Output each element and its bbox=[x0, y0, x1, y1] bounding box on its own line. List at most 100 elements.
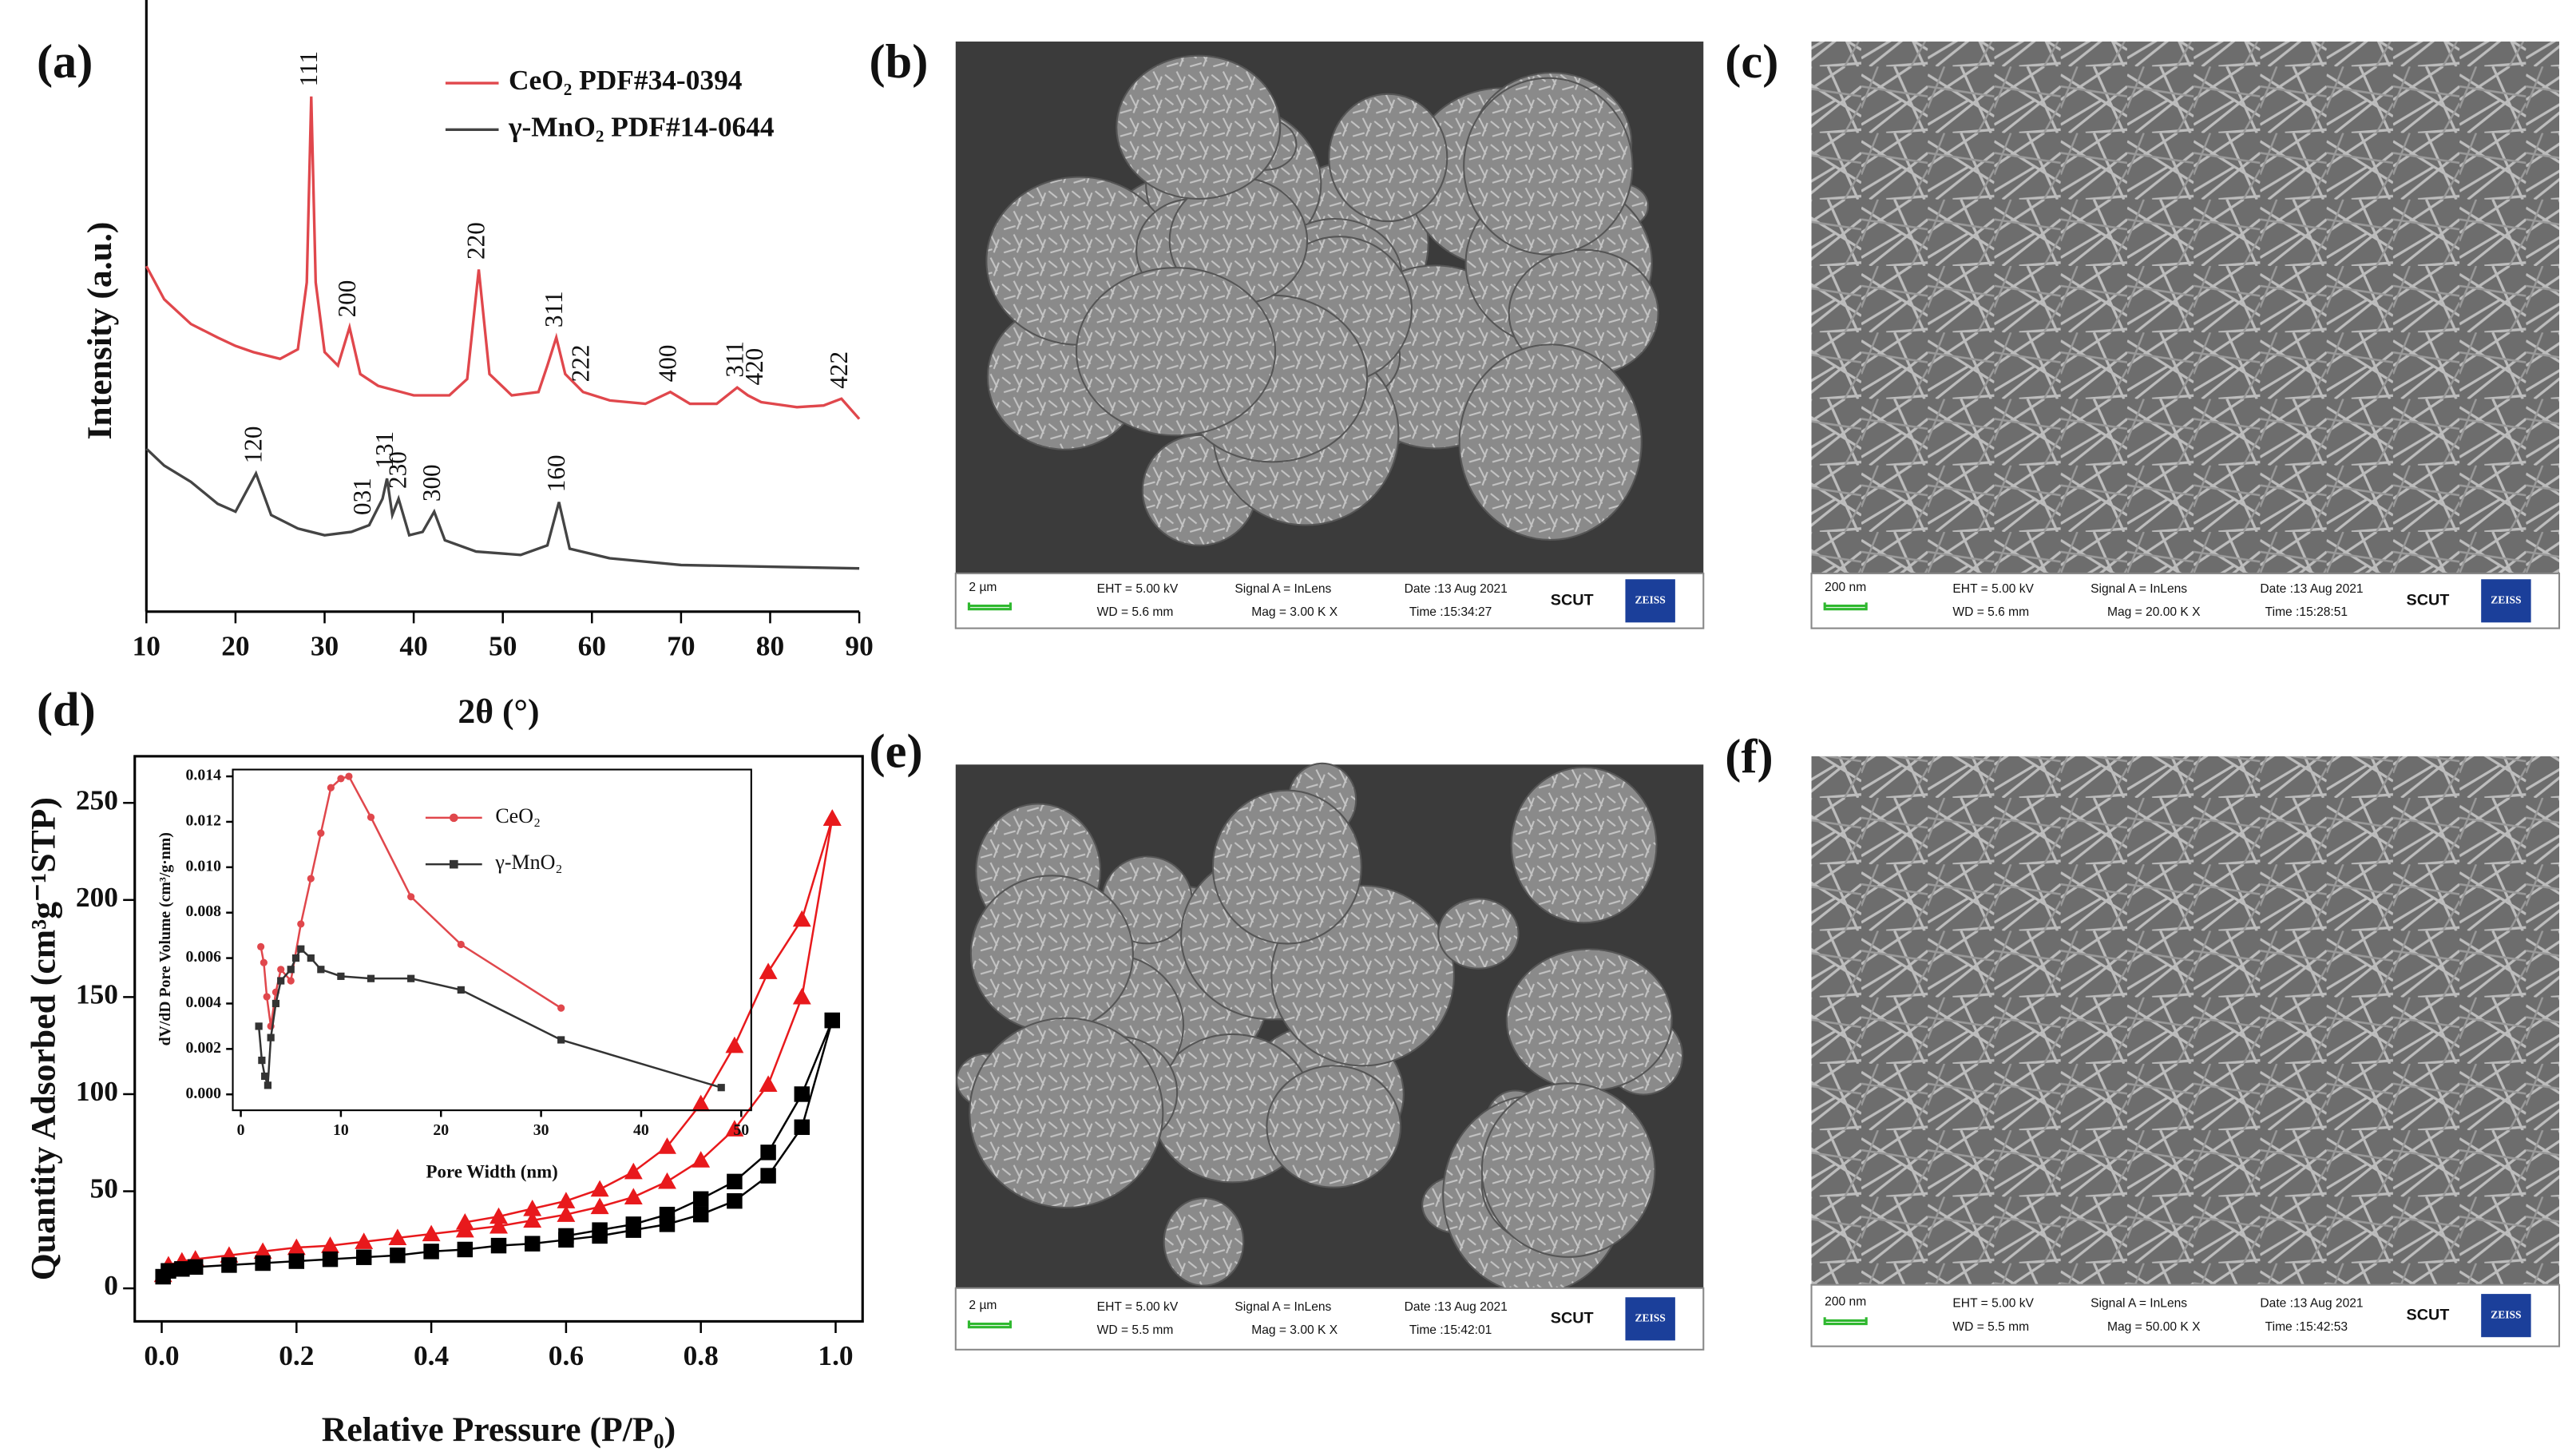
info-mag: Mag = 20.00 K X bbox=[2107, 605, 2201, 619]
scale-text: 200 nm bbox=[1825, 1295, 1866, 1309]
marker bbox=[692, 1206, 709, 1223]
info-bar bbox=[954, 572, 1705, 629]
info-eht: EHT = 5.00 kV bbox=[1952, 1297, 2034, 1311]
marker bbox=[388, 1228, 407, 1246]
peak-label: 422 bbox=[825, 351, 853, 389]
info-wd: WD = 5.5 mm bbox=[1097, 1323, 1174, 1337]
panel-label: (d) bbox=[37, 684, 96, 737]
peak-label: 420 bbox=[740, 348, 768, 386]
series-line bbox=[145, 96, 861, 420]
marker bbox=[297, 945, 305, 953]
marker bbox=[257, 942, 265, 950]
info-signal: Signal A = InLens bbox=[1234, 1300, 1331, 1314]
marker bbox=[264, 1081, 272, 1089]
marker bbox=[624, 1162, 643, 1180]
info-date: Date :13 Aug 2021 bbox=[1405, 582, 1508, 596]
logo-box bbox=[1625, 1297, 1675, 1341]
info-date: Date :13 Aug 2021 bbox=[1405, 1300, 1508, 1314]
marker bbox=[255, 1255, 271, 1272]
info-wd: WD = 5.5 mm bbox=[1952, 1320, 2029, 1334]
legend-label: γ-MnO₂ bbox=[494, 851, 562, 874]
logo-box bbox=[2481, 579, 2531, 623]
logo-text: ZEISS bbox=[2491, 593, 2521, 605]
peak-label: 131 bbox=[371, 431, 398, 469]
peak-label: 222 bbox=[566, 345, 594, 383]
info-time: Time :15:34:27 bbox=[1409, 605, 1492, 619]
marker bbox=[307, 954, 315, 962]
marker bbox=[307, 875, 315, 883]
y-tick-label: 0.012 bbox=[186, 811, 222, 829]
marker bbox=[725, 1120, 744, 1137]
particle bbox=[969, 1017, 1164, 1209]
marker bbox=[422, 1224, 441, 1242]
x-tick-label: 50 bbox=[489, 629, 517, 661]
marker bbox=[759, 962, 778, 979]
scale-bar bbox=[967, 602, 1013, 611]
panel-label: (e) bbox=[870, 725, 923, 779]
series-line bbox=[257, 947, 722, 1089]
logo-text: ZEISS bbox=[2491, 1308, 2521, 1320]
marker bbox=[792, 910, 811, 927]
marker bbox=[625, 1216, 642, 1232]
marker bbox=[557, 1192, 576, 1208]
info-wd: WD = 5.6 mm bbox=[1952, 605, 2029, 619]
x-tick-label: 0.4 bbox=[414, 1339, 450, 1371]
y-tick-label: 100 bbox=[76, 1075, 118, 1107]
peak-label: 311 bbox=[540, 291, 568, 327]
marker bbox=[760, 1168, 776, 1184]
scale-bar bbox=[967, 1320, 1013, 1329]
marker bbox=[174, 1261, 190, 1277]
y-tick-label: 0.010 bbox=[186, 857, 222, 875]
y-tick-label: 0.008 bbox=[186, 903, 222, 920]
marker bbox=[288, 1253, 305, 1269]
marker bbox=[327, 784, 335, 791]
sem-background bbox=[1811, 756, 2560, 1285]
info-bar bbox=[954, 1287, 1705, 1351]
x-axis-label: Relative Pressure (P/P₀) bbox=[322, 1410, 676, 1449]
x-tick-label: 30 bbox=[533, 1121, 549, 1139]
panel-label: (f) bbox=[1725, 730, 1773, 784]
marker bbox=[557, 1205, 576, 1222]
marker bbox=[221, 1257, 237, 1273]
marker bbox=[267, 1033, 275, 1041]
x-tick-label: 30 bbox=[311, 629, 339, 661]
x-tick-label: 80 bbox=[756, 629, 784, 661]
marker bbox=[489, 1207, 508, 1224]
x-tick-label: 50 bbox=[733, 1121, 749, 1139]
marker bbox=[355, 1249, 372, 1265]
marker bbox=[287, 966, 295, 974]
info-eht: EHT = 5.00 kV bbox=[1097, 1300, 1179, 1314]
x-tick-label: 0 bbox=[237, 1121, 245, 1139]
x-tick-label: 0.2 bbox=[279, 1339, 314, 1371]
info-signal: Signal A = InLens bbox=[1234, 582, 1331, 596]
sem-image: 2 µm EHT = 5.00 kV WD = 5.5 mm Signal A = I… bbox=[954, 762, 1705, 1351]
peak-label: 300 bbox=[418, 464, 446, 502]
marker bbox=[692, 1094, 711, 1112]
particle bbox=[1328, 93, 1449, 223]
marker bbox=[490, 1237, 507, 1254]
marker bbox=[187, 1259, 204, 1275]
logo-box bbox=[2481, 1294, 2531, 1338]
marker bbox=[317, 829, 325, 837]
y-axis-label: dV/dD Pore Volume (cm³/g·nm) bbox=[157, 832, 174, 1045]
particle bbox=[1211, 789, 1362, 945]
y-tick-label: 0.002 bbox=[186, 1039, 222, 1057]
particle bbox=[1510, 766, 1658, 924]
marker bbox=[321, 1236, 339, 1253]
legend-label: CeO₂ PDF#34-0394 bbox=[509, 64, 743, 96]
peak-label: 400 bbox=[654, 345, 682, 383]
particle bbox=[1505, 948, 1673, 1092]
marker bbox=[287, 1238, 306, 1256]
info-time: Time :15:42:01 bbox=[1409, 1323, 1492, 1337]
panel-label: (b) bbox=[870, 35, 929, 89]
sem-background bbox=[1811, 42, 2560, 573]
marker bbox=[523, 1211, 542, 1228]
particle bbox=[969, 875, 1134, 1033]
scale-bar bbox=[1823, 602, 1868, 611]
series-line bbox=[145, 447, 860, 570]
marker bbox=[457, 940, 465, 949]
x-tick-label: 20 bbox=[221, 629, 249, 661]
scale-text: 200 nm bbox=[1825, 581, 1866, 594]
y-tick-label: 0.004 bbox=[186, 994, 222, 1011]
